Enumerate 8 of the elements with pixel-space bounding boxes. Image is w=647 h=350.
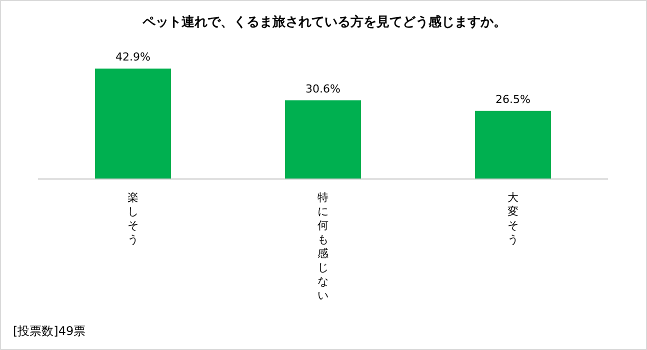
x-tick-label: 特に何も感じない (318, 191, 328, 302)
data-label: 30.6% (306, 82, 340, 96)
x-tick-label: 楽しそう (128, 191, 138, 246)
data-label: 26.5% (496, 92, 530, 106)
chart-title: ペット連れで、くるま旅されている方を見てどう感じますか。 (142, 14, 508, 31)
x-tick-label: 大変そう (508, 191, 518, 246)
data-label: 42.9% (116, 50, 150, 64)
text: [投票数]49票 (13, 323, 86, 340)
